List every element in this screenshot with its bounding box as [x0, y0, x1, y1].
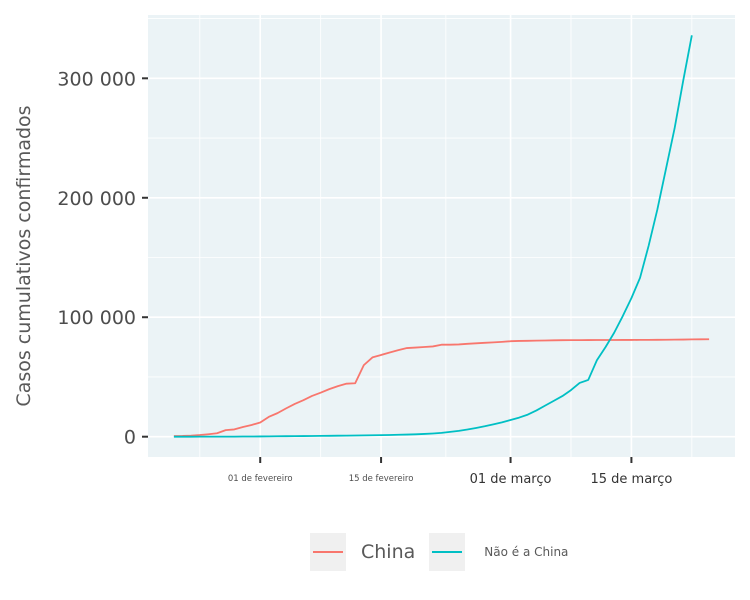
series-line-nao-china	[173, 35, 693, 438]
x-tick-label: 01 de março	[470, 472, 552, 487]
legend-key-china	[310, 533, 346, 571]
y-tick-label: 0	[124, 427, 136, 449]
grid-minor	[148, 15, 735, 457]
series-line-china	[173, 338, 710, 437]
legend-label-china: China	[361, 541, 416, 563]
x-tick-label: 15 de março	[590, 472, 672, 487]
y-axis-label: Casos cumulativos confirmados	[13, 105, 35, 406]
x-tick-label: 01 de fevereiro	[228, 474, 293, 484]
series-layer	[173, 35, 710, 438]
legend: China Não é a China	[310, 533, 568, 571]
y-tick-label: 300 000	[57, 68, 136, 90]
legend-swatch-nao-china	[432, 551, 463, 553]
legend-label-nao-china: Não é a China	[484, 545, 569, 559]
legend-swatch-china	[313, 551, 343, 553]
x-tick-label: 15 de fevereiro	[349, 474, 414, 484]
y-tick-label: 100 000	[57, 307, 136, 329]
grid-major	[148, 15, 735, 457]
x-axis: 01 de fevereiro 15 de fevereiro 01 de març…	[228, 457, 672, 487]
y-axis: 0 100 000 200 000 300 000	[57, 68, 148, 449]
y-tick-label: 200 000	[57, 188, 136, 210]
legend-item-china: China	[310, 533, 429, 571]
legend-key-nao-china	[429, 533, 466, 571]
plot-panel	[148, 15, 735, 457]
legend-item-nao-china: Não é a China	[429, 533, 568, 571]
